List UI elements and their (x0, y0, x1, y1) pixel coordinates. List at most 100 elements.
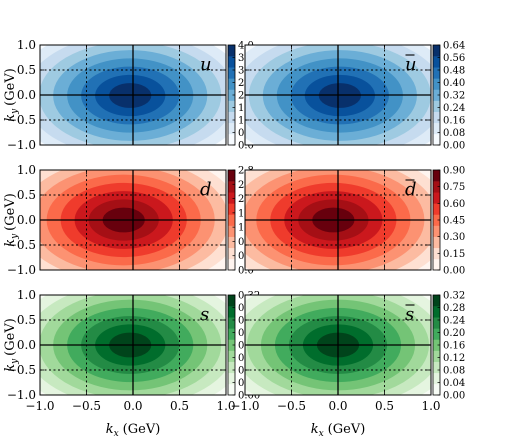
colorbar-tick-label: 0.20 (443, 328, 465, 339)
y-tick-label: 0.5 (17, 188, 36, 202)
colorbar-tick-label: 0.15 (443, 249, 465, 260)
colorbar-segment (433, 192, 440, 204)
x-axis-label-var: k (106, 422, 114, 437)
colorbar-segment (228, 78, 235, 90)
colorbar-segment (228, 45, 235, 57)
y-tick-label: 0.0 (17, 88, 36, 102)
colorbar-frame (227, 169, 236, 271)
y-tick-label: 0.5 (17, 63, 36, 77)
colorbar-tick-label: 0.0 (238, 266, 254, 277)
flavor-label: u (200, 54, 212, 75)
colorbar-tick-label: 0.24 (443, 103, 465, 114)
colorbar-segment (433, 89, 440, 101)
x-axis-label-sub: x (114, 429, 119, 439)
colorbar-segment (433, 383, 440, 396)
colorbar-segment (433, 170, 440, 182)
flavor-label: d (200, 179, 212, 200)
colorbar-tick-label: 0.28 (443, 303, 465, 314)
panel-sbar: s0.320.280.240.200.160.120.080.040.00−1.… (230, 291, 465, 440)
colorbar-segment (228, 56, 235, 68)
x-tick-label: −0.5 (72, 399, 101, 413)
y-tick-label: −1.0 (7, 263, 36, 277)
colorbar-tick-label: 0.56 (443, 53, 465, 64)
colorbar-segment (228, 361, 235, 374)
colorbar-segment (433, 214, 440, 226)
colorbar-segment (228, 258, 235, 271)
x-axis-label-var: k (311, 422, 319, 437)
colorbar-tick-label: 0.0 (238, 141, 254, 152)
flavor-label: s (200, 304, 209, 325)
colorbar-tick-label: 0.32 (443, 291, 465, 302)
colorbar-segment (433, 317, 440, 329)
colorbar-segment (433, 247, 440, 260)
x-tick-label: −1.0 (230, 399, 259, 413)
y-tick-label: −0.5 (7, 238, 36, 252)
x-axis-label: kx (GeV) (106, 422, 161, 439)
x-axis-label-unit: (GeV) (123, 422, 161, 437)
colorbar-tick-label: 0.12 (443, 353, 465, 364)
colorbar-segment (228, 247, 235, 260)
colorbar-tick-label: 0.00 (238, 391, 260, 402)
y-axis-label: ky (GeV) (3, 68, 20, 122)
colorbar-segment (228, 328, 235, 340)
y-tick-label: −1.0 (7, 138, 36, 152)
colorbar-tick-label: 0.08 (443, 128, 465, 139)
colorbar-tick-label: 0.64 (443, 41, 465, 52)
y-tick-label: −1.0 (7, 388, 36, 402)
colorbar-segment (433, 350, 440, 362)
y-tick-label: 1.0 (17, 163, 36, 177)
colorbar-tick-label: 0.45 (443, 216, 465, 227)
colorbar-tick-label: 0.00 (443, 391, 465, 402)
colorbar-segment (433, 225, 440, 237)
colorbar-segment (433, 203, 440, 215)
y-tick-label: 0.0 (17, 338, 36, 352)
colorbar-segment (228, 181, 235, 193)
colorbar-segment (433, 122, 440, 135)
x-tick-label: 1.0 (216, 399, 235, 413)
colorbar-segment (228, 203, 235, 215)
y-axis-label-unit: (GeV) (3, 318, 18, 356)
colorbar-segment (433, 258, 440, 271)
colorbar-tick-label: 0.90 (443, 166, 465, 177)
colorbar-segment (228, 225, 235, 237)
colorbar-tick-label: 0.24 (443, 316, 465, 327)
colorbar-tick-label: 0.16 (443, 116, 465, 127)
x-tick-label: 0.5 (170, 399, 189, 413)
flavor-label: u (405, 54, 417, 75)
colorbar-segment (228, 295, 235, 307)
colorbar-segment (433, 236, 440, 249)
colorbar-segment (228, 100, 235, 112)
y-tick-label: 0.5 (17, 313, 36, 327)
panel-dbar: d 0.90 0.75 0.60 0.45 0.30 0.15 0.00 (244, 166, 465, 277)
x-axis-label-unit: (GeV) (328, 422, 366, 437)
colorbar-segment (433, 361, 440, 374)
colorbar-segment (433, 45, 440, 57)
colorbar-segment (433, 111, 440, 124)
colorbar-tick-label: 0.04 (443, 378, 465, 389)
colorbar-segment (433, 133, 440, 146)
colorbar-segment (433, 295, 440, 307)
colorbar-segment (228, 236, 235, 249)
colorbar-tick-label: 0.60 (443, 199, 465, 210)
colorbar-segment (433, 372, 440, 385)
colorbar-segment (433, 306, 440, 318)
x-tick-label: −0.5 (277, 399, 306, 413)
colorbar-segment (228, 372, 235, 385)
colorbar-segment (433, 181, 440, 193)
x-tick-label: −1.0 (25, 399, 54, 413)
flavor-label: s (405, 304, 414, 325)
colorbar-segment (228, 383, 235, 396)
colorbar-segment (228, 133, 235, 146)
panel-d: d2.82.42.01.61.20.80.40.01.00.50.0−0.5−1… (3, 163, 254, 277)
x-axis-label: kx (GeV) (311, 422, 366, 439)
colorbar-segment (228, 350, 235, 362)
y-axis-label: ky (GeV) (3, 318, 20, 372)
y-axis-label-var: k (3, 364, 18, 372)
colorbar-tick-label: 0.00 (443, 266, 465, 277)
colorbar-segment (433, 56, 440, 68)
colorbar-tick-label: 0.08 (443, 366, 465, 377)
x-tick-label: 0.0 (328, 399, 347, 413)
y-axis-label-unit: (GeV) (3, 68, 18, 106)
y-axis-label-unit: (GeV) (3, 193, 18, 231)
